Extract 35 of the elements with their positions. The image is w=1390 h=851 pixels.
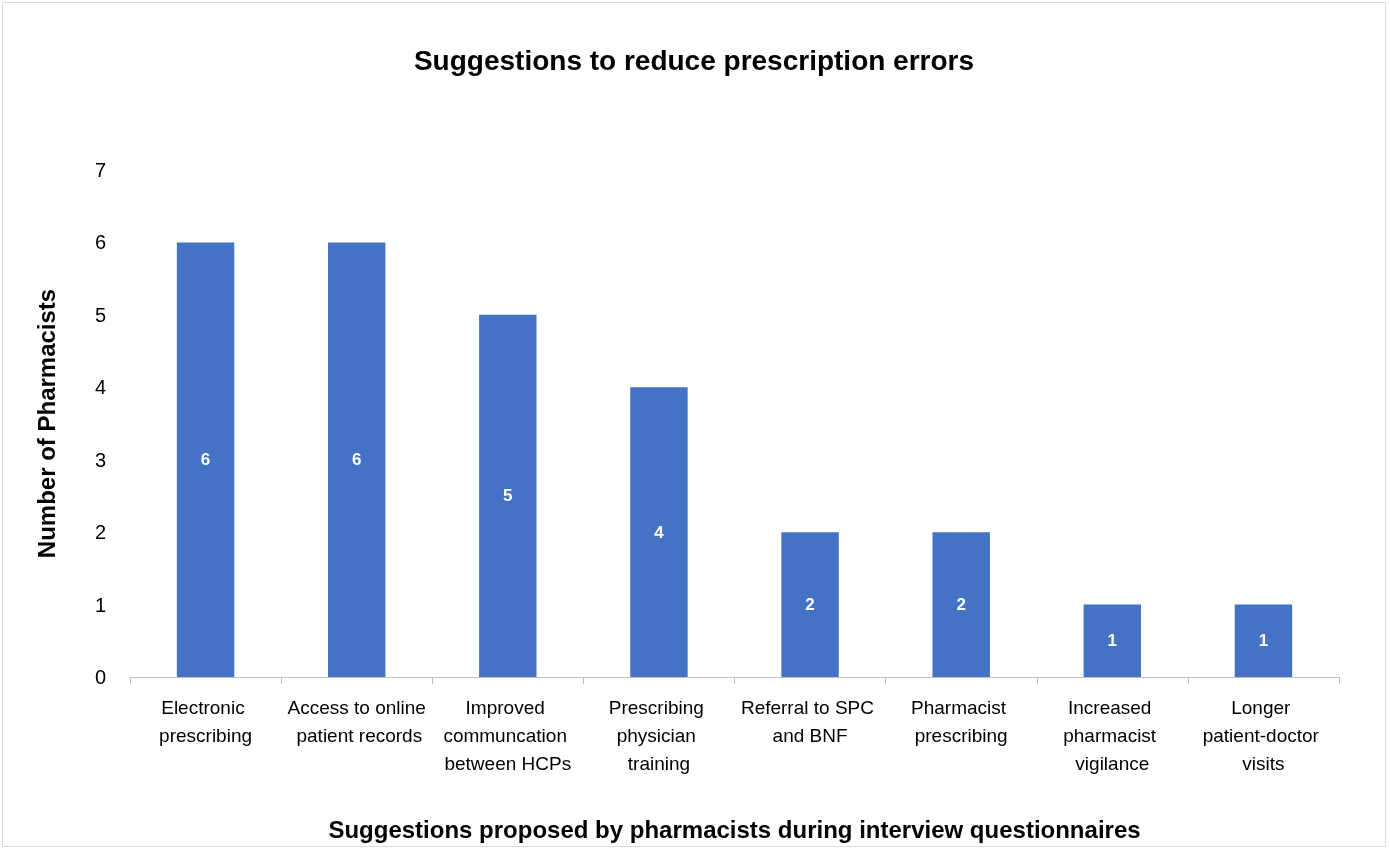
x-tick-label: Referral to SPC and BNF bbox=[740, 696, 880, 746]
data-label: 1 bbox=[1107, 631, 1118, 651]
y-tick-label: 2 bbox=[94, 521, 106, 544]
bar bbox=[1083, 604, 1142, 677]
y-tick-label: 5 bbox=[94, 303, 106, 326]
y-tick-label: 3 bbox=[94, 448, 106, 471]
bar bbox=[327, 242, 386, 677]
data-label: 1 bbox=[1258, 631, 1269, 651]
data-label: 2 bbox=[805, 595, 815, 615]
data-label: 6 bbox=[351, 450, 362, 470]
y-tick-label: 1 bbox=[94, 593, 106, 616]
y-tick-label: 4 bbox=[94, 376, 106, 399]
x-tick-label: Access to online patient records bbox=[287, 696, 426, 746]
y-tick-label: 7 bbox=[94, 159, 106, 181]
bar bbox=[1234, 604, 1293, 677]
bar bbox=[932, 532, 990, 677]
y-tick-label: 6 bbox=[94, 231, 106, 254]
x-tick-label: Increased pharmacist vigilance bbox=[1063, 696, 1162, 774]
bar bbox=[479, 314, 537, 677]
bar bbox=[630, 387, 688, 677]
data-label: 2 bbox=[956, 595, 966, 615]
y-axis-title: Number of Pharmacists bbox=[32, 288, 60, 559]
bar bbox=[781, 532, 839, 677]
x-tick-label: Pharmacist prescribing bbox=[911, 696, 1012, 746]
bar bbox=[176, 242, 235, 677]
x-tick-label: Electronic prescribing bbox=[159, 696, 253, 746]
data-label: 6 bbox=[200, 450, 211, 470]
data-label: 4 bbox=[654, 522, 665, 542]
x-tick-label: Improved communcation between HCPs bbox=[443, 696, 573, 774]
chart-title: Suggestions to reduce prescription errors bbox=[413, 44, 975, 76]
y-tick-label: 0 bbox=[94, 666, 106, 688]
x-tick-label: Longer patient-doctor visits bbox=[1202, 696, 1325, 774]
x-axis-title: Suggestions proposed by pharmacists during interview questionnaires bbox=[328, 815, 1141, 843]
x-tick-label: Prescribing physician training bbox=[608, 696, 710, 774]
data-label: 5 bbox=[503, 486, 513, 506]
